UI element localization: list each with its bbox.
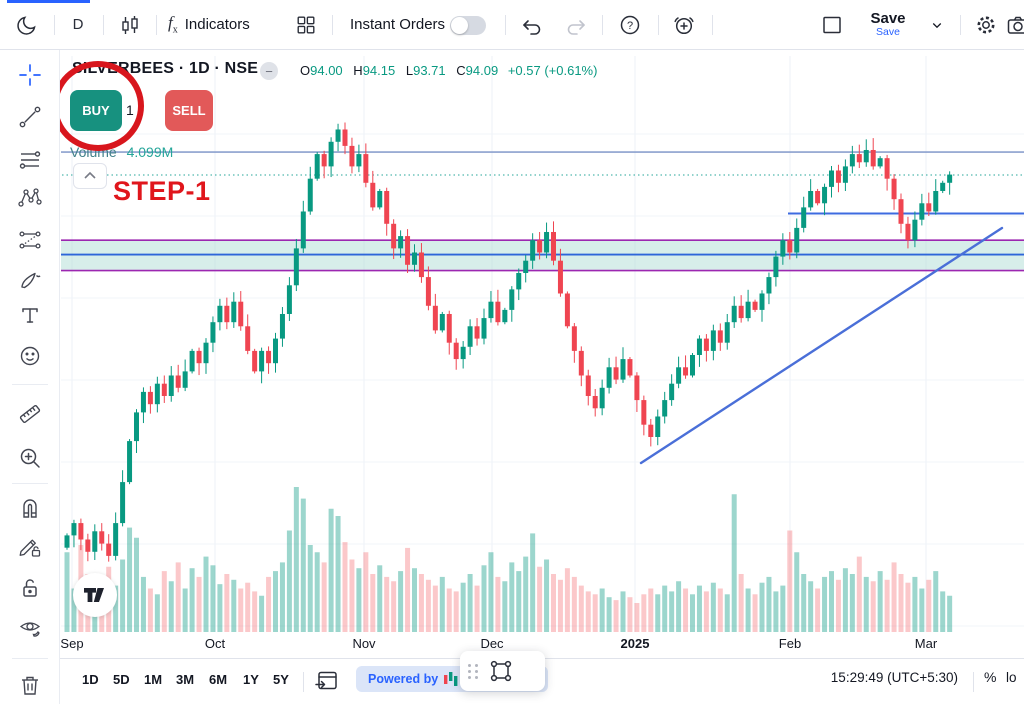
x-axis[interactable]: Sep Oct Nov Dec 2025 Feb Mar <box>0 636 1024 656</box>
top-toolbar: D fx Indicators Instant Orders ? Save Sa… <box>0 0 1024 50</box>
tool-trash-icon[interactable] <box>17 672 43 698</box>
drag-handle[interactable] <box>468 663 479 679</box>
divider <box>602 15 603 35</box>
range-6m[interactable]: 6M <box>209 672 228 687</box>
x-axis-label: 2025 <box>620 636 650 651</box>
drawing-toolbar <box>0 50 60 704</box>
tool-trend-line-icon[interactable] <box>17 104 43 130</box>
instant-orders-label: Instant Orders <box>350 16 446 33</box>
undo-icon[interactable] <box>518 0 546 49</box>
help-icon[interactable]: ? <box>616 0 644 49</box>
x-axis-label: Feb <box>778 636 802 651</box>
fx-icon: fx <box>168 13 178 36</box>
tool-emoji-icon[interactable] <box>17 343 43 369</box>
dark-mode-moon-icon[interactable] <box>12 0 42 49</box>
rectangle-tool-icon[interactable] <box>487 657 515 685</box>
sell-button[interactable]: SELL <box>165 90 213 131</box>
tradingview-logo[interactable] <box>73 573 117 617</box>
open-value: 94.00 <box>310 63 343 78</box>
divider <box>658 15 659 35</box>
divider <box>712 15 713 35</box>
candlestick-style-icon[interactable] <box>116 0 144 49</box>
tool-brush-icon[interactable] <box>17 267 43 293</box>
redo-icon[interactable] <box>562 0 590 49</box>
high-value: 94.15 <box>362 63 396 78</box>
instant-orders-toggle[interactable] <box>450 16 486 35</box>
toolbar-separator <box>12 384 48 385</box>
close-value: 94.09 <box>465 63 499 78</box>
tool-horizontal-lines-icon[interactable] <box>17 147 43 173</box>
save-label: Save <box>870 10 906 28</box>
step-annotation: STEP-1 <box>113 176 211 206</box>
divider <box>54 15 55 35</box>
log-scale-button[interactable]: lo <box>1006 670 1017 685</box>
low-value: 93.71 <box>413 63 446 78</box>
x-axis-label: Mar <box>914 636 938 651</box>
toolbar-separator <box>12 483 48 484</box>
collapse-pane-button[interactable] <box>73 163 107 189</box>
top-accent-line <box>7 0 90 3</box>
powered-by-label: Powered by <box>368 672 439 686</box>
divider <box>156 15 157 35</box>
toolbar-separator <box>12 658 48 659</box>
tool-hide-drawings-icon[interactable] <box>17 615 43 641</box>
divider <box>505 15 506 35</box>
tool-lock-icon[interactable] <box>17 575 43 601</box>
range-5d[interactable]: 5D <box>113 672 130 687</box>
x-axis-label: Dec <box>480 636 504 651</box>
range-3m[interactable]: 3M <box>176 672 195 687</box>
close-label: C <box>456 63 466 78</box>
tool-projection-icon[interactable] <box>17 227 43 253</box>
tool-draw-lock-icon[interactable] <box>17 534 43 560</box>
indicators-button[interactable]: fx Indicators <box>168 0 250 49</box>
save-button[interactable]: Save Save <box>860 0 916 49</box>
clock[interactable]: 15:29:49 (UTC+5:30) <box>830 670 958 685</box>
add-alert-icon[interactable] <box>670 0 698 49</box>
tool-magnet-icon[interactable] <box>17 495 43 521</box>
volume-value: 4.099M <box>126 144 174 160</box>
x-axis-label: Sep <box>60 636 84 651</box>
save-status: Save <box>876 25 900 38</box>
percent-scale-button[interactable]: % <box>984 669 997 685</box>
range-5y[interactable]: 5Y <box>273 672 289 687</box>
divider <box>332 15 333 35</box>
open-label: O <box>300 63 311 78</box>
layout-grid-icon[interactable] <box>292 0 320 49</box>
range-1d[interactable]: 1D <box>82 672 99 687</box>
svg-text:?: ? <box>627 20 633 32</box>
select-layout-icon[interactable] <box>818 0 846 49</box>
go-to-date-icon[interactable] <box>314 667 340 693</box>
tool-xabcd-pattern-icon[interactable] <box>17 185 43 211</box>
tool-zoom-in-icon[interactable] <box>17 445 43 471</box>
collapse-legend-icon[interactable]: − <box>260 62 278 80</box>
camera-icon[interactable] <box>1004 0 1024 49</box>
settings-gear-icon[interactable] <box>972 0 1000 49</box>
floating-drawing-toolbar <box>460 651 545 691</box>
tool-crosshair-icon[interactable] <box>17 62 43 88</box>
red-circle-annotation <box>52 61 144 151</box>
range-1y[interactable]: 1Y <box>243 672 259 687</box>
divider <box>973 672 974 692</box>
x-axis-label: Nov <box>352 636 376 651</box>
low-label: L <box>405 63 414 78</box>
toggle-knob <box>451 17 468 34</box>
divider <box>103 15 104 35</box>
divider <box>960 15 961 35</box>
powered-by-logo <box>444 672 458 686</box>
interval-button[interactable]: D <box>72 16 84 33</box>
x-axis-label: Oct <box>204 636 226 651</box>
change-value: +0.57 (+0.61%) <box>507 63 598 78</box>
tool-ruler-icon[interactable] <box>17 401 43 427</box>
high-label: H <box>353 63 363 78</box>
ohlc-values: O94.00 H94.15 L93.71 C94.09 +0.57 (+0.61… <box>300 63 597 78</box>
chevron-down-icon[interactable] <box>925 0 949 49</box>
indicators-label: Indicators <box>184 16 250 33</box>
divider <box>303 672 304 692</box>
range-1m[interactable]: 1M <box>144 672 163 687</box>
tool-text-icon[interactable] <box>17 302 43 328</box>
